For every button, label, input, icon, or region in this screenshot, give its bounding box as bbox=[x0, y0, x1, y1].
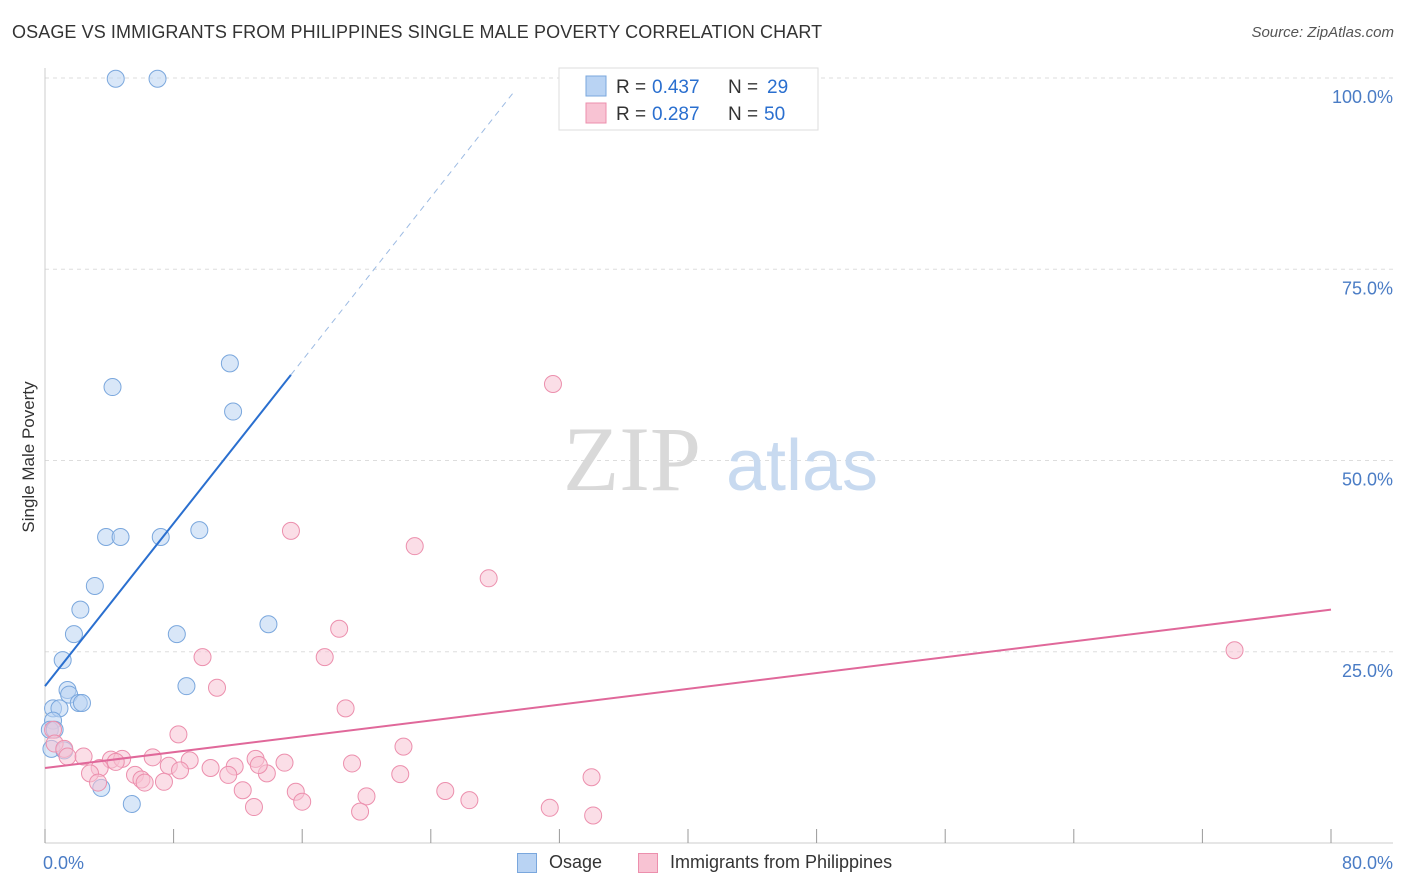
point-osage-17 bbox=[177, 677, 196, 696]
point-philippines-4 bbox=[330, 619, 349, 638]
point-philippines-2 bbox=[405, 537, 424, 556]
trend-line-philippines bbox=[44, 608, 1332, 770]
point-philippines-8 bbox=[208, 678, 227, 697]
point-philippines-6 bbox=[193, 648, 212, 667]
trend-lines bbox=[44, 92, 1332, 770]
trend-line-osage-extension bbox=[290, 92, 514, 376]
point-osage-13 bbox=[259, 615, 278, 634]
point-philippines-1 bbox=[281, 521, 300, 540]
point-osage-10 bbox=[71, 600, 90, 619]
point-osage-7 bbox=[111, 528, 130, 546]
y-tick-label-25: 25.0% bbox=[1342, 661, 1393, 681]
watermark-zip: ZIP bbox=[563, 408, 701, 510]
legend-box: R = 0.437 N = 29 R = 0.287 N = 50 bbox=[558, 67, 819, 131]
point-osage-0 bbox=[106, 69, 125, 88]
legend-n-value-osage: 29 bbox=[767, 77, 788, 98]
point-osage-5 bbox=[190, 521, 209, 540]
bottom-legend-label-osage: Osage bbox=[549, 852, 603, 872]
point-philippines-7 bbox=[1225, 641, 1244, 660]
point-osage-19 bbox=[72, 694, 91, 713]
point-osage-9 bbox=[85, 576, 104, 595]
point-philippines-22 bbox=[275, 753, 294, 772]
point-philippines-35 bbox=[391, 765, 410, 784]
series-osage bbox=[40, 69, 278, 813]
point-philippines-36 bbox=[582, 768, 601, 787]
trend-line-osage bbox=[44, 374, 292, 687]
point-philippines-45 bbox=[436, 781, 455, 800]
point-philippines-9 bbox=[336, 699, 355, 718]
point-philippines-34 bbox=[249, 755, 268, 774]
legend-r-label-phil: R = bbox=[616, 104, 646, 125]
gridlines bbox=[45, 77, 1393, 653]
point-philippines-41 bbox=[233, 781, 252, 800]
point-philippines-27 bbox=[201, 759, 220, 778]
legend-n-label-osage: N = bbox=[728, 77, 758, 98]
legend-swatch-osage bbox=[585, 75, 607, 97]
bottom-legend-phil: Immigrants from Philippines bbox=[638, 852, 892, 873]
axes bbox=[44, 68, 1393, 844]
legend-r-value-osage: 0.437 bbox=[652, 77, 700, 98]
axis-ticks: 25.0% 50.0% 75.0% 100.0% 0.0% 80.0% bbox=[43, 87, 1393, 873]
point-philippines-5 bbox=[315, 648, 334, 667]
point-philippines-48 bbox=[351, 802, 370, 821]
point-philippines-46 bbox=[460, 791, 479, 810]
legend-r-label-osage: R = bbox=[616, 77, 646, 98]
bottom-legend-osage: Osage bbox=[517, 852, 602, 873]
point-osage-14 bbox=[53, 651, 72, 670]
point-philippines-40 bbox=[154, 772, 173, 791]
point-philippines-25 bbox=[106, 752, 125, 771]
y-tick-label-50: 50.0% bbox=[1342, 470, 1393, 490]
point-philippines-23 bbox=[343, 754, 362, 773]
legend-n-value-phil: 50 bbox=[764, 104, 785, 125]
point-philippines-32 bbox=[171, 761, 190, 780]
point-philippines-33 bbox=[219, 765, 238, 784]
point-osage-1 bbox=[148, 69, 167, 88]
point-osage-28 bbox=[122, 794, 141, 813]
point-osage-11 bbox=[64, 625, 83, 644]
y-axis-label: Single Male Poverty bbox=[19, 381, 38, 533]
point-philippines-43 bbox=[293, 792, 312, 811]
series-philippines bbox=[44, 375, 1244, 825]
point-philippines-50 bbox=[584, 806, 603, 825]
point-osage-2 bbox=[220, 354, 239, 373]
point-philippines-49 bbox=[540, 798, 559, 817]
point-philippines-47 bbox=[244, 798, 263, 817]
point-philippines-3 bbox=[479, 569, 498, 588]
point-philippines-19 bbox=[143, 748, 162, 767]
point-philippines-39 bbox=[135, 773, 154, 792]
point-philippines-15 bbox=[58, 747, 77, 766]
point-philippines-0 bbox=[543, 375, 562, 393]
legend-r-value-phil: 0.287 bbox=[652, 104, 700, 125]
point-osage-3 bbox=[103, 378, 122, 397]
x-tick-label-max: 80.0% bbox=[1342, 853, 1393, 873]
bottom-legend: Osage Immigrants from Philippines bbox=[0, 850, 1406, 880]
legend-n-label-phil: N = bbox=[728, 104, 758, 125]
y-tick-label-75: 75.0% bbox=[1342, 278, 1393, 298]
point-philippines-11 bbox=[394, 737, 413, 756]
point-philippines-16 bbox=[74, 747, 93, 766]
x-tick-label-min: 0.0% bbox=[43, 853, 84, 873]
bottom-legend-swatch-phil bbox=[638, 852, 658, 873]
watermark-atlas: atlas bbox=[726, 426, 878, 506]
y-tick-label-100: 100.0% bbox=[1332, 87, 1393, 107]
point-philippines-44 bbox=[357, 787, 376, 806]
chart-title: OSAGE VS IMMIGRANTS FROM PHILIPPINES SIN… bbox=[12, 22, 823, 42]
point-osage-4 bbox=[224, 402, 243, 421]
bottom-legend-swatch-osage bbox=[517, 852, 537, 873]
point-philippines-10 bbox=[169, 725, 188, 744]
legend-swatch-phil bbox=[585, 102, 607, 124]
point-philippines-37 bbox=[89, 773, 108, 792]
point-osage-12 bbox=[167, 625, 186, 644]
bottom-legend-label-phil: Immigrants from Philippines bbox=[670, 852, 893, 872]
source-credit: Source: ZipAtlas.com bbox=[1251, 24, 1394, 41]
